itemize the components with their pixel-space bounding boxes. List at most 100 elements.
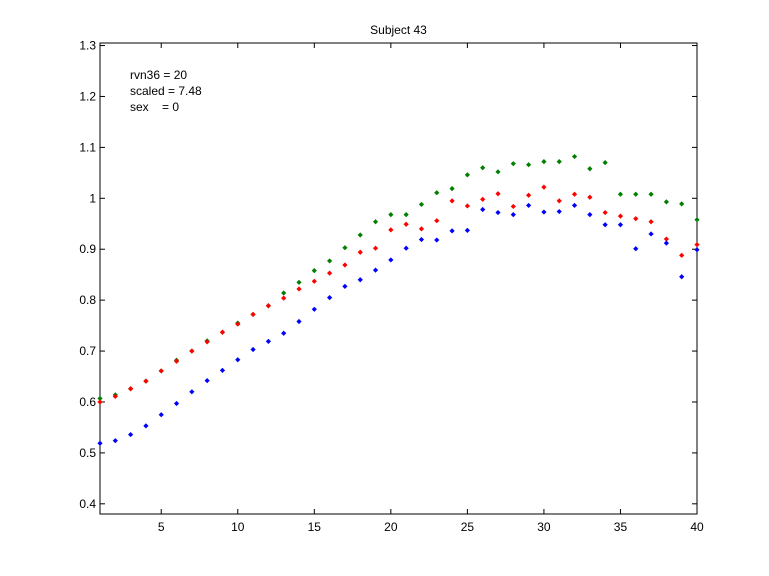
y-tick-label: 0.4	[79, 497, 96, 511]
x-tick-label: 20	[384, 520, 398, 534]
x-tick-label: 10	[231, 520, 245, 534]
data-point	[327, 270, 333, 276]
data-point	[434, 237, 440, 243]
data-point	[617, 213, 624, 219]
data-point	[342, 283, 348, 289]
data-point	[418, 226, 425, 232]
data-point	[541, 159, 547, 165]
data-point	[296, 318, 302, 325]
series-2	[97, 202, 700, 446]
data-point	[281, 330, 287, 336]
data-point	[204, 339, 210, 345]
data-point	[556, 208, 562, 215]
data-point	[464, 172, 470, 178]
data-point	[342, 262, 348, 268]
data-point	[510, 161, 516, 167]
data-point	[449, 198, 455, 204]
data-point	[526, 202, 532, 209]
data-point	[679, 274, 685, 280]
data-point	[541, 209, 547, 215]
data-point	[648, 219, 654, 225]
data-point	[204, 377, 210, 384]
data-point	[250, 346, 256, 353]
series-1	[97, 184, 700, 405]
data-point	[633, 246, 639, 252]
x-tick-label: 40	[690, 520, 704, 534]
annotation-scaled: scaled = 7.48	[130, 84, 202, 98]
y-tick-label: 1.3	[79, 39, 96, 53]
data-point	[480, 206, 486, 213]
data-point	[372, 267, 379, 273]
y-tick-label: 0.7	[79, 344, 96, 358]
data-point	[480, 196, 486, 202]
x-tick-label: 5	[158, 520, 165, 534]
data-point	[602, 209, 608, 216]
data-point	[495, 191, 501, 197]
data-point	[617, 191, 624, 197]
data-point	[311, 306, 317, 312]
data-point	[219, 367, 226, 374]
data-point	[541, 184, 547, 190]
data-point	[571, 191, 578, 197]
data-point	[296, 286, 302, 292]
data-point	[281, 290, 287, 296]
data-point	[112, 393, 118, 399]
data-point	[449, 228, 455, 234]
data-point	[403, 211, 409, 218]
y-tick-label: 1.1	[79, 140, 96, 154]
data-point	[556, 159, 562, 165]
data-point	[434, 218, 440, 224]
data-point	[97, 395, 103, 402]
data-point	[158, 412, 164, 418]
data-point	[510, 211, 516, 218]
y-tick-label: 1	[89, 191, 96, 205]
data-point	[526, 192, 532, 198]
data-point	[571, 153, 578, 160]
chart-title: Subject 43	[370, 23, 427, 37]
data-point	[556, 198, 562, 204]
data-point	[265, 338, 271, 344]
data-point	[602, 222, 608, 228]
data-point	[128, 386, 134, 392]
y-tick-label: 0.8	[79, 293, 96, 307]
data-point	[189, 348, 195, 354]
data-point	[464, 203, 470, 209]
y-tick-label: 0.5	[79, 446, 96, 460]
data-point	[679, 252, 685, 258]
data-point	[633, 191, 639, 197]
data-point	[571, 202, 578, 209]
data-point	[97, 399, 103, 405]
data-point	[663, 236, 669, 242]
data-point	[296, 279, 302, 285]
y-tick-label: 1.2	[79, 89, 96, 103]
data-point	[694, 247, 700, 253]
data-point	[219, 329, 226, 335]
data-point	[587, 211, 593, 218]
data-point	[189, 389, 195, 395]
data-point	[388, 257, 394, 263]
data-point	[587, 166, 593, 172]
data-point	[235, 357, 241, 363]
data-point	[694, 242, 700, 248]
data-point	[633, 216, 639, 222]
data-point	[173, 400, 180, 407]
data-point	[648, 231, 654, 237]
x-tick-label: 30	[537, 520, 551, 534]
data-point	[403, 221, 409, 227]
data-point	[327, 258, 333, 264]
data-point	[250, 311, 256, 317]
data-point	[663, 240, 669, 246]
y-axis: 0.4 0.5 0.6 0.7 0.8 0.9 1 1.1 1.2 1.3	[79, 39, 697, 511]
data-point	[480, 165, 486, 171]
x-tick-label: 35	[614, 520, 628, 534]
data-point	[158, 368, 164, 374]
y-tick-label: 0.9	[79, 242, 96, 256]
data-point	[495, 209, 501, 216]
y-tick-label: 0.6	[79, 395, 96, 409]
data-point	[311, 268, 317, 274]
data-points	[97, 153, 700, 446]
data-point	[235, 321, 241, 327]
data-point	[357, 232, 363, 238]
data-point	[602, 160, 608, 166]
